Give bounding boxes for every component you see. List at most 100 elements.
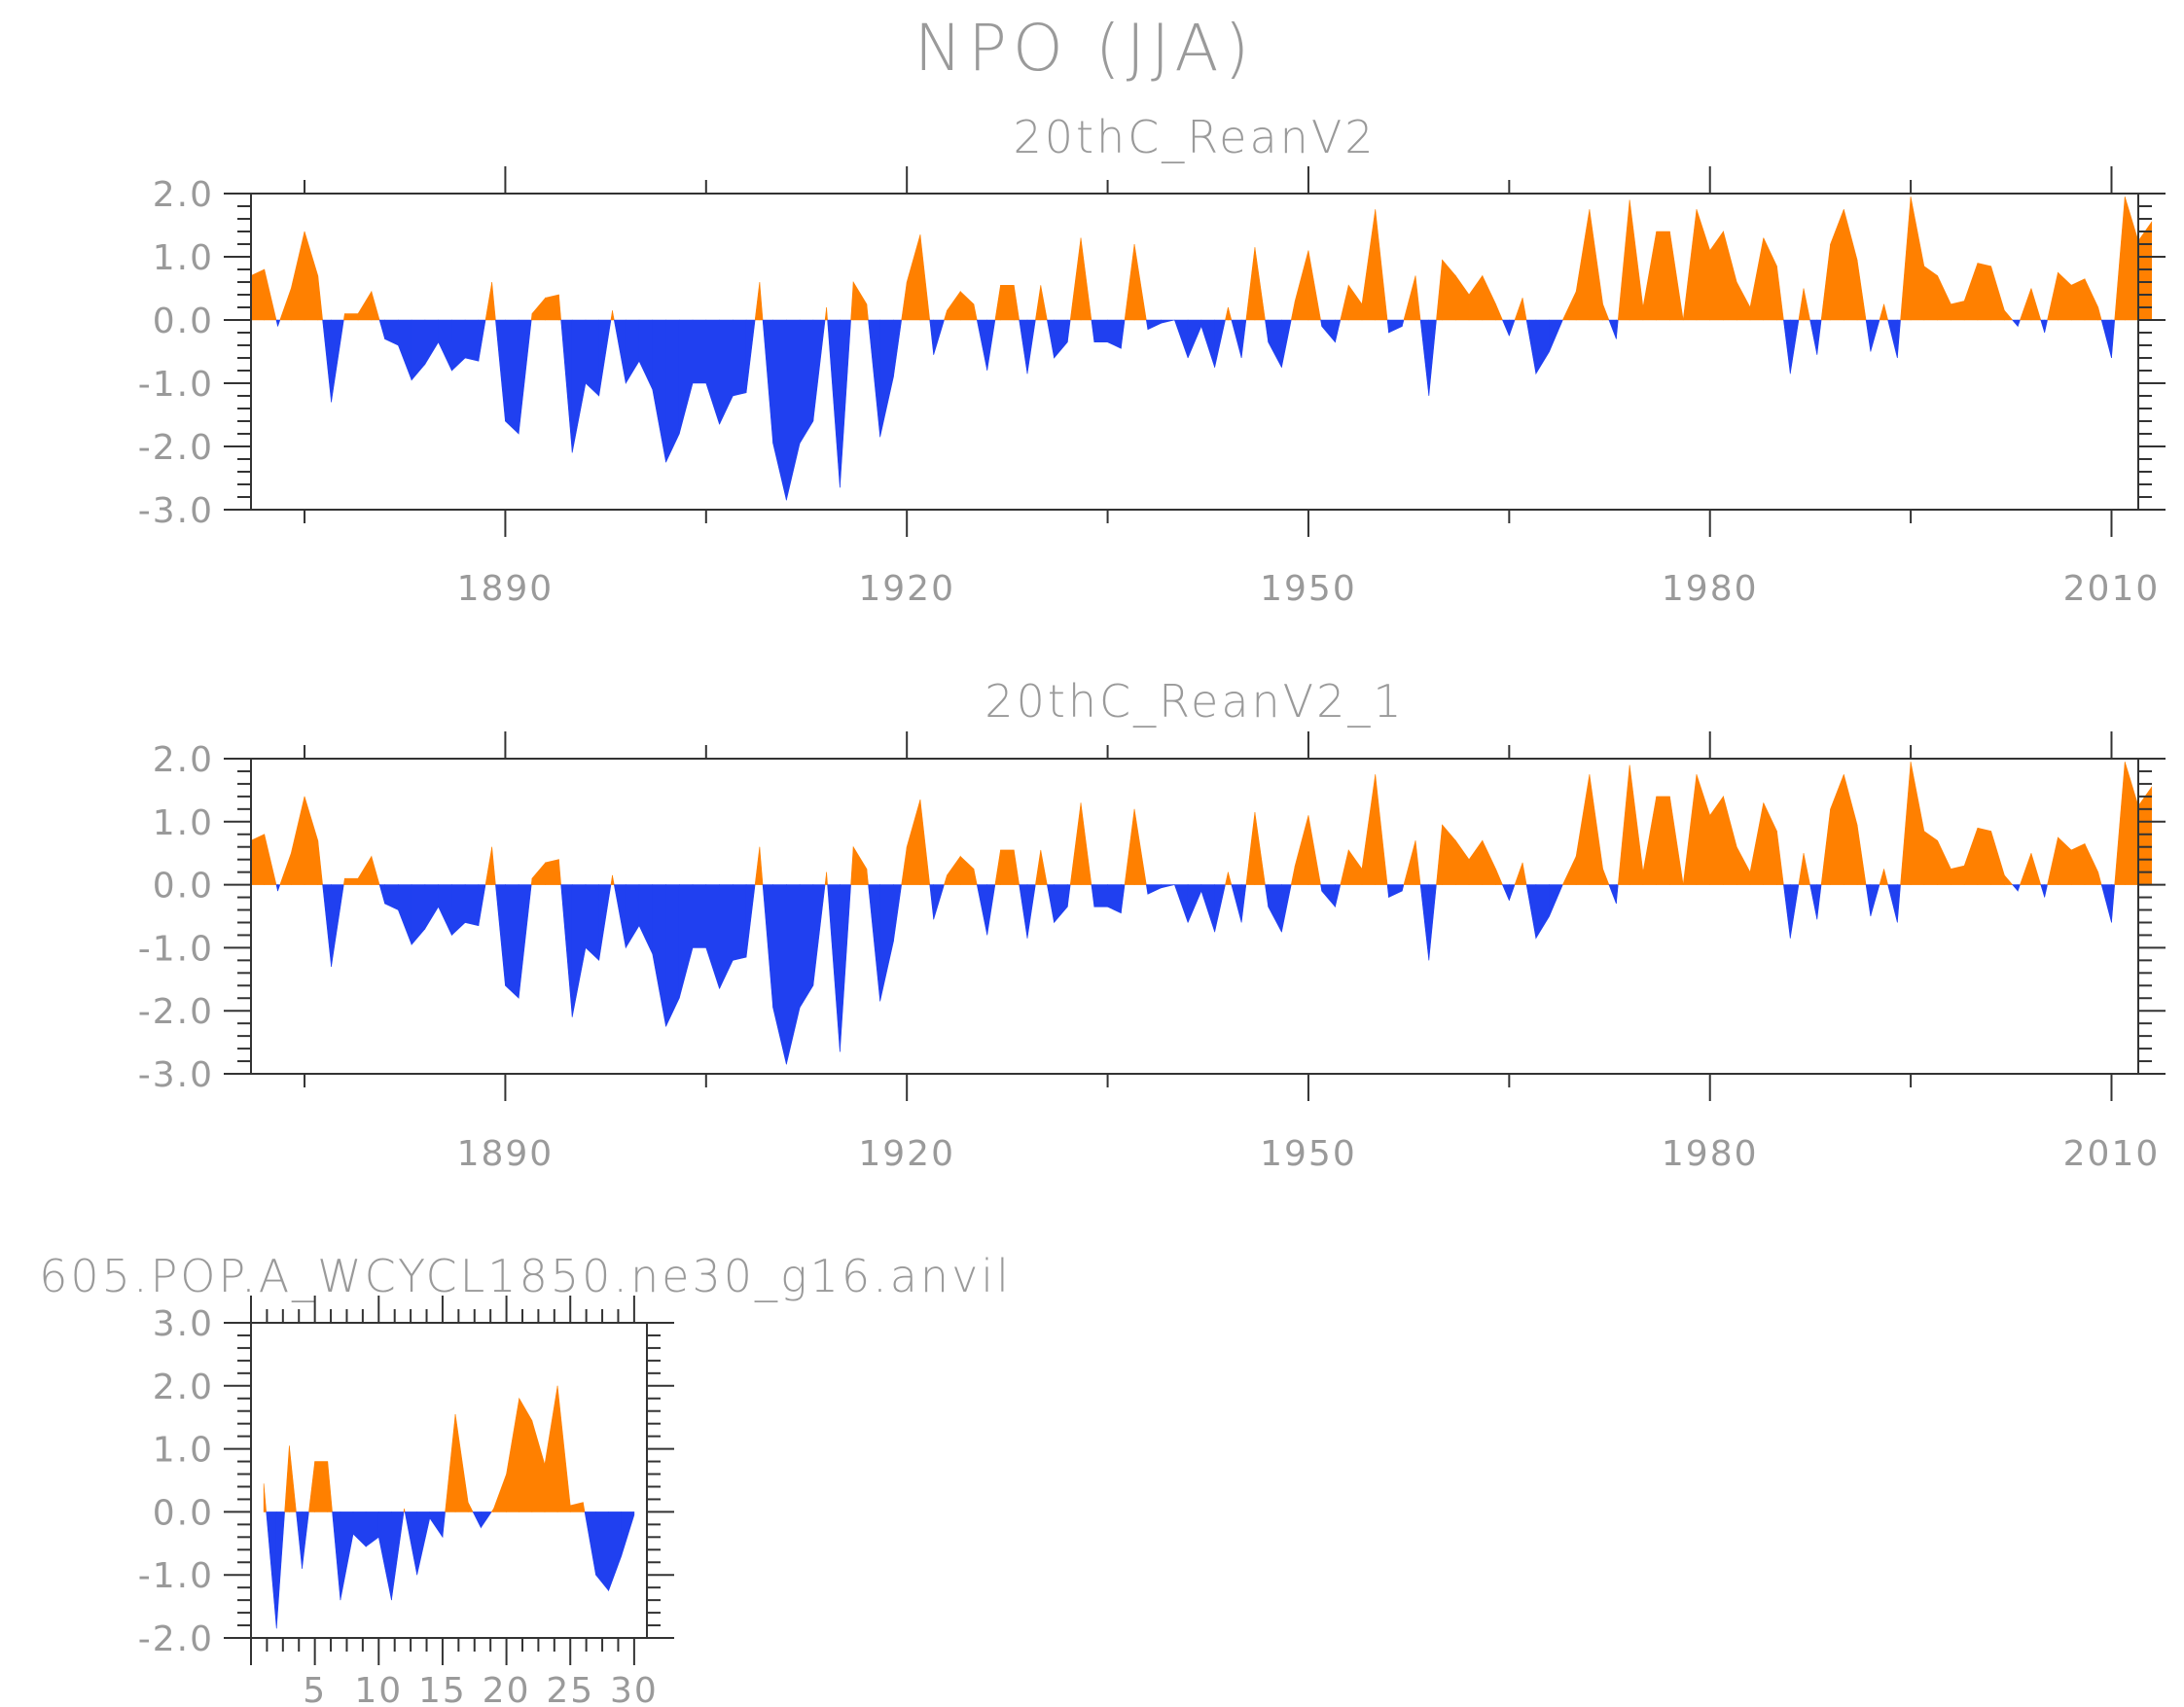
positive-area	[1629, 199, 1644, 321]
positive-area	[1990, 266, 2005, 321]
negative-area	[2040, 319, 2045, 334]
positive-area	[1436, 260, 1443, 321]
positive-area	[852, 845, 868, 885]
negative-area	[976, 884, 988, 936]
negative-area	[625, 319, 640, 385]
negative-area	[1046, 884, 1055, 923]
positive-area	[1736, 846, 1751, 885]
negative-area	[398, 884, 412, 945]
positive-area	[264, 268, 277, 321]
negative-area	[296, 1511, 303, 1569]
y-tick-label: -2.0	[138, 992, 214, 1032]
negative-area	[1870, 319, 1880, 352]
positive-area	[519, 1397, 533, 1512]
negative-area	[1161, 884, 1175, 889]
negative-area	[560, 319, 573, 453]
positive-area	[1482, 840, 1496, 885]
positive-area	[1575, 774, 1591, 885]
negative-area	[745, 319, 756, 393]
positive-area	[1709, 795, 1724, 885]
negative-area	[1026, 319, 1036, 374]
positive-area	[1669, 796, 1684, 885]
negative-area	[451, 884, 466, 937]
positive-area	[1468, 274, 1484, 321]
positive-area	[1937, 840, 1951, 885]
negative-area	[1816, 319, 1822, 355]
positive-area	[1495, 869, 1503, 885]
positive-area	[2070, 843, 2086, 885]
negative-area	[598, 319, 612, 397]
negative-area	[1231, 884, 1242, 923]
negative-area	[1525, 884, 1537, 939]
negative-area	[2100, 319, 2112, 359]
positive-area	[973, 303, 978, 321]
negative-area	[1887, 884, 1898, 923]
negative-area	[1265, 319, 1269, 342]
positive-area	[919, 234, 931, 321]
negative-area	[840, 319, 851, 488]
negative-area	[518, 319, 532, 435]
x-tick-label: 5	[303, 1671, 327, 1707]
positive-area	[759, 846, 764, 885]
negative-area	[1428, 319, 1437, 397]
negative-area	[1107, 319, 1122, 349]
negative-area	[986, 319, 996, 372]
negative-area	[571, 319, 587, 453]
positive-area	[1468, 839, 1484, 885]
negative-area	[1419, 884, 1430, 961]
positive-area	[866, 869, 869, 885]
negative-area	[1887, 319, 1898, 359]
negative-area	[595, 1511, 609, 1592]
positive-area	[531, 297, 546, 321]
positive-area	[1254, 247, 1266, 321]
positive-area	[759, 281, 764, 321]
positive-area	[1514, 298, 1523, 321]
y-tick-label: -2.0	[138, 1619, 214, 1659]
positive-area	[304, 231, 319, 321]
negative-area	[322, 884, 332, 967]
negative-area	[1200, 319, 1215, 368]
negative-area	[398, 319, 412, 380]
positive-area	[1776, 831, 1784, 885]
negative-area	[652, 319, 666, 463]
positive-area	[290, 796, 305, 885]
positive-area	[264, 834, 277, 885]
positive-area	[1879, 303, 1884, 321]
negative-area	[1161, 319, 1175, 324]
positive-area	[1803, 288, 1810, 321]
negative-area	[1783, 884, 1791, 939]
x-tick-label: 1890	[457, 1134, 555, 1174]
negative-area	[1214, 319, 1226, 368]
negative-area	[625, 884, 640, 949]
positive-area	[1830, 209, 1844, 321]
positive-area	[1937, 275, 1951, 321]
negative-area	[692, 884, 707, 948]
positive-area	[357, 290, 373, 321]
positive-area	[304, 796, 319, 885]
positive-area	[1442, 824, 1456, 885]
area-series	[250, 762, 2153, 1065]
negative-area	[424, 319, 439, 366]
positive-area	[490, 1508, 494, 1512]
positive-area	[1856, 260, 1867, 321]
positive-area	[1069, 802, 1082, 885]
negative-area	[1419, 319, 1430, 397]
positive-area	[1977, 827, 1991, 885]
negative-area	[560, 884, 573, 1017]
negative-area	[762, 884, 773, 1008]
negative-area	[879, 884, 894, 1002]
negative-area	[2040, 884, 2045, 898]
negative-area	[1789, 319, 1800, 374]
negative-area	[1897, 884, 1901, 923]
positive-area	[1375, 209, 1388, 321]
positive-area	[1844, 209, 1858, 321]
positive-area	[1900, 196, 1912, 321]
negative-area	[505, 319, 519, 435]
negative-area	[1091, 319, 1095, 342]
negative-area	[1054, 319, 1068, 359]
negative-area	[442, 1511, 446, 1538]
panel-title: 20thC_ReanV2_1	[985, 675, 1404, 728]
positive-area	[1294, 815, 1309, 885]
positive-area	[1340, 285, 1349, 321]
negative-area	[665, 319, 680, 463]
